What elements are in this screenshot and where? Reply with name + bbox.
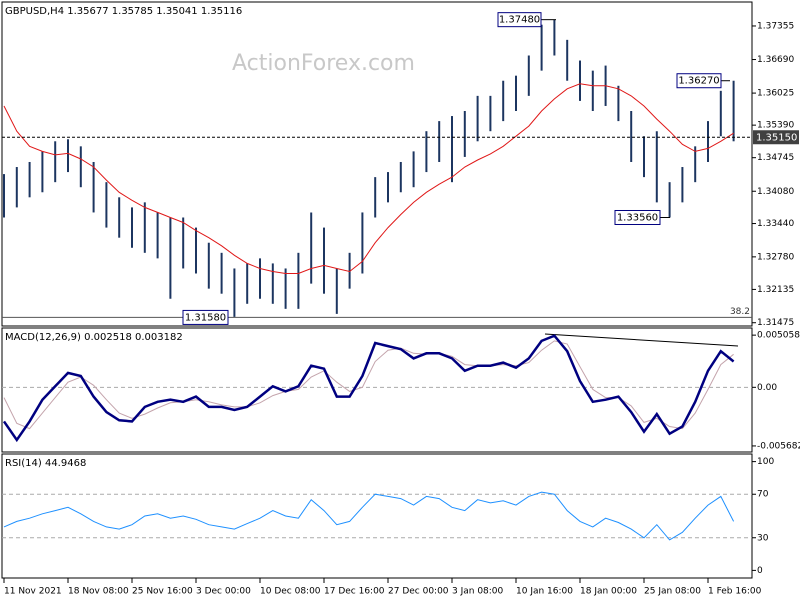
x-tick-label: 11 Nov 2021: [4, 587, 62, 597]
current-price-label: 1.35150: [756, 132, 797, 143]
annotation-label: 1.36270: [678, 76, 719, 87]
rsi-panel: [1, 453, 753, 579]
x-tick-label: 27 Dec 00:00: [388, 587, 449, 597]
annotation-label: 1.33560: [617, 212, 658, 223]
x-tick-label: 10 Jan 16:00: [516, 587, 573, 597]
y-tick-label: 1.34745: [757, 153, 794, 163]
panel-title: MACD(12,26,9) 0.002518 0.003182: [5, 332, 183, 343]
y-tick-label: 30: [757, 533, 769, 543]
y-tick-label: 0.00: [757, 383, 777, 393]
panel-title: RSI(14) 44.9468: [5, 458, 86, 469]
annotation-box: [614, 209, 661, 225]
macd-panel: [1, 327, 753, 453]
x-tick-label: 18 Jan 00:00: [580, 587, 637, 597]
x-tick-label: 1 Feb 16:00: [708, 587, 762, 597]
macd-line: [2, 334, 735, 443]
y-tick-label: 70: [757, 490, 769, 500]
y-tick-label: 1.32780: [757, 252, 794, 262]
x-tick-label: 10 Dec 08:00: [260, 587, 321, 597]
x-tick-label: 17 Dec 16:00: [324, 587, 385, 597]
annotation-box: [497, 12, 542, 28]
trend-line: [544, 333, 739, 347]
panel-title: GBPUSD,H4 1.35677 1.35785 1.35041 1.3511…: [5, 6, 242, 17]
y-tick-label: 1.36690: [757, 55, 794, 65]
y-tick-label: 1.32135: [757, 285, 794, 295]
rsi-line: [3, 491, 735, 541]
x-tick-label: 18 Nov 08:00: [68, 587, 129, 597]
y-tick-label: 1.33440: [757, 219, 794, 229]
y-tick-label: 1.36025: [757, 89, 794, 99]
y-tick-label: 1.37355: [757, 21, 794, 31]
y-tick-label: 1.34080: [757, 187, 794, 197]
x-tick-label: 25 Jan 08:00: [644, 587, 701, 597]
x-tick-label: 3 Jan 08:00: [452, 587, 504, 597]
x-tick-label: 3 Dec 00:00: [196, 587, 251, 597]
annotation-box: [182, 309, 229, 325]
x-tick-label: 25 Nov 16:00: [132, 587, 193, 597]
annotation-label: 1.31580: [185, 312, 226, 323]
annotation-box: [676, 73, 722, 89]
watermark: ActionForex.com: [232, 51, 415, 76]
y-tick-label: 1.31475: [757, 318, 794, 328]
moving-average: [3, 83, 734, 274]
y-tick-label: 100: [757, 457, 774, 467]
price-panel: [1, 1, 753, 327]
y-tick-label: 0.005058: [757, 331, 800, 341]
annotation-label: 1.37480: [499, 15, 540, 26]
fib-label: 38.2: [730, 307, 750, 317]
current-price-box: [753, 130, 799, 145]
y-tick-label: 1.35390: [757, 121, 794, 131]
y-tick-label: 0: [757, 566, 763, 576]
y-tick-label: -0.005682: [757, 441, 800, 451]
